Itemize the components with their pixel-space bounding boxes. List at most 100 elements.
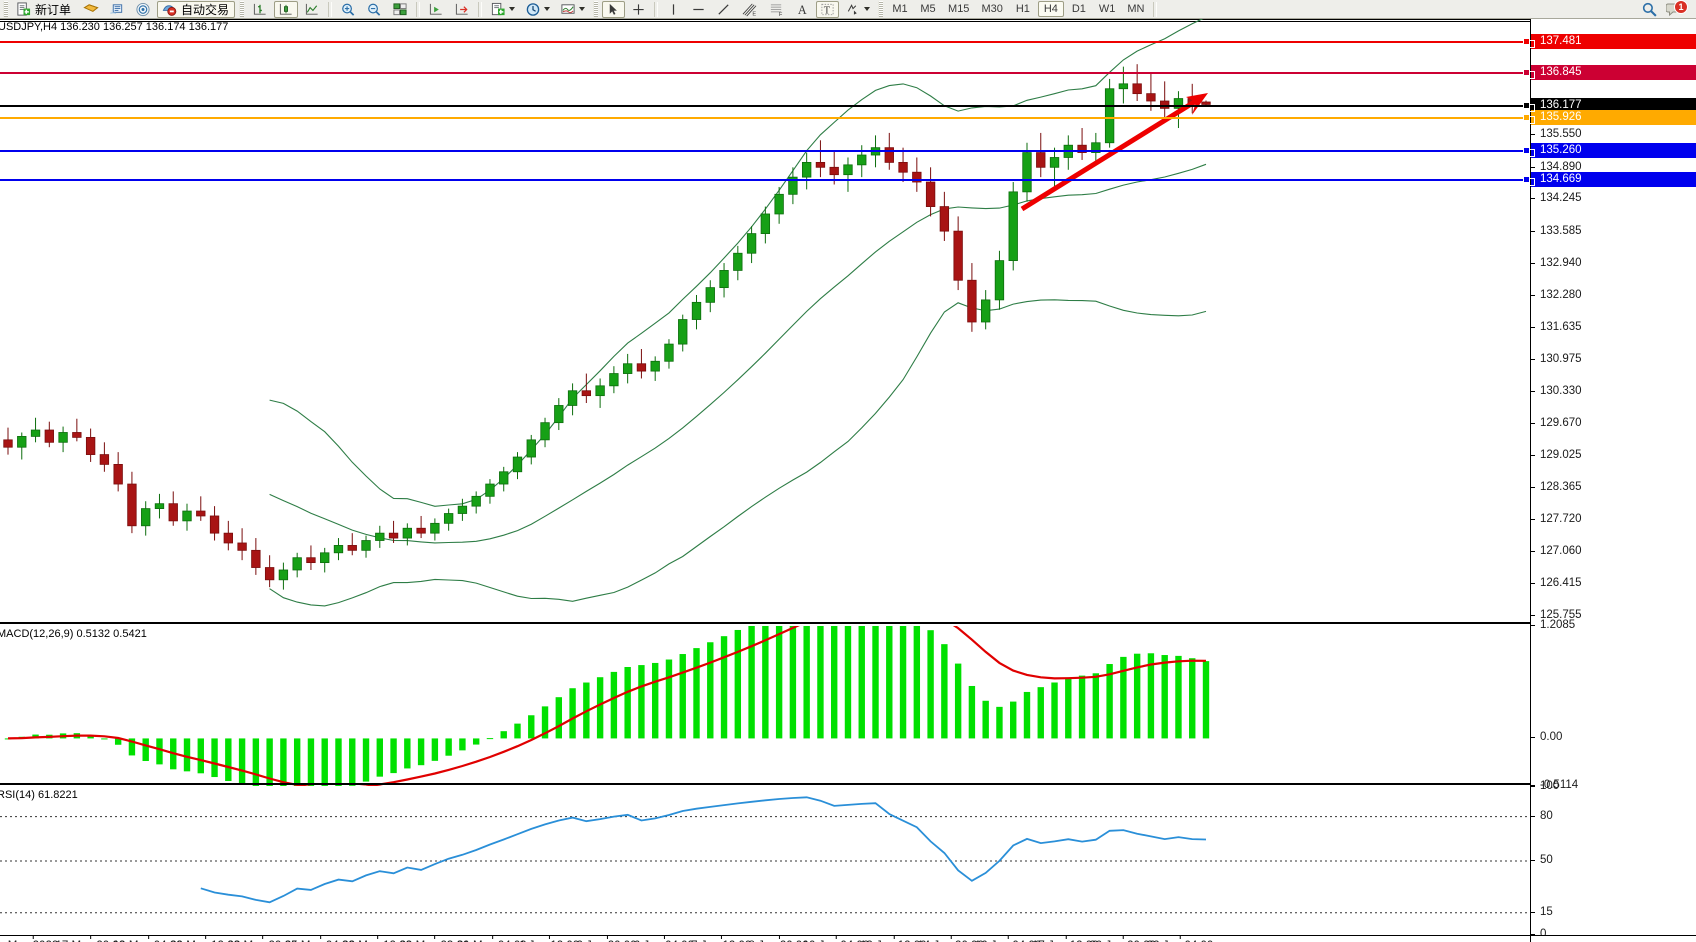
timeframe-m15-button[interactable]: M15 [948, 3, 970, 15]
time-axis-tick: 20 Jun 20:00 [1089, 935, 1156, 942]
toolbar-separator-1 [328, 1, 333, 17]
price-axis-tick: 125.755 [1531, 609, 1582, 621]
toolbar-grip-2[interactable] [239, 1, 245, 17]
horizontal-line-tool-button[interactable] [687, 1, 710, 18]
time-axis-tick: 26 May 12:00 [342, 935, 412, 942]
time-axis-tick: 7 Jun 12:00 [691, 935, 751, 942]
price-line-handle[interactable] [1523, 113, 1530, 121]
svg-text:F: F [779, 12, 783, 17]
search-icon[interactable] [1641, 1, 1658, 18]
time-axis[interactable]: May 202217 May 20:0019 May 04:0020 May 1… [0, 935, 1530, 942]
price-axis-chip-134.669[interactable]: 134.669 [1531, 171, 1696, 187]
arrows-tool-button[interactable] [841, 1, 874, 18]
timeframe-h4-button[interactable]: H4 [1037, 1, 1064, 17]
price-line-handle[interactable] [1523, 101, 1530, 109]
price-line-136.177[interactable] [0, 103, 1535, 112]
horizontal-line-icon [693, 8, 704, 10]
templates-button[interactable] [556, 1, 589, 18]
shift-end-button[interactable] [424, 1, 448, 18]
autotrading-button[interactable]: 自动交易 [157, 0, 236, 18]
equidistant-channel-tool-button[interactable]: E [737, 1, 762, 18]
trend-arrow-annotation [1020, 93, 1208, 212]
price-line-135.926[interactable] [0, 115, 1535, 124]
price-axis-chip-137.481[interactable]: 137.481 [1531, 33, 1696, 49]
price-line-handle[interactable] [1523, 68, 1530, 76]
toolbar-grip-3[interactable] [593, 1, 599, 17]
macd-pane[interactable] [0, 626, 1530, 786]
market-watch-button[interactable] [105, 1, 129, 18]
price-axis-tick: 129.670 [1531, 417, 1582, 429]
cursor-tool-button[interactable] [602, 0, 626, 18]
vertical-line-tool-button[interactable] [662, 1, 685, 18]
template-icon [561, 3, 575, 14]
rsi-axis-tick: 15 [1531, 906, 1553, 918]
macd-indicator-label: MACD(12,26,9) 0.5132 0.5421 [0, 628, 147, 640]
templates-caret-icon[interactable] [579, 7, 586, 11]
signals-button[interactable] [131, 1, 155, 18]
trendline-tool-button[interactable] [712, 1, 735, 18]
price-line-135.260[interactable] [0, 148, 1535, 157]
toolbar-grip-4[interactable] [878, 1, 884, 17]
line-chart-button[interactable] [300, 1, 324, 18]
price-axis[interactable]: 135.550 134.890 134.245 133.585 132.940 132.2… [1530, 19, 1696, 940]
rsi-axis-tick: 50 [1531, 854, 1553, 866]
text-tool-button[interactable]: A [791, 1, 814, 18]
price-line-handle[interactable] [1523, 175, 1530, 183]
fibonacci-tool-button[interactable]: F [764, 1, 789, 18]
axis-corner [1530, 935, 1696, 942]
zoom-out-button[interactable] [362, 1, 386, 18]
price-axis-tick: 128.365 [1531, 481, 1582, 493]
price-line-137.481[interactable] [0, 39, 1535, 48]
toolbar-separator-2 [416, 1, 421, 17]
line-chart-icon [305, 3, 318, 15]
macd-axis-tick: 0.00 [1531, 731, 1562, 743]
price-line-handle[interactable] [1523, 37, 1530, 45]
toolbar-separator-3 [478, 1, 483, 17]
rsi-pane[interactable] [0, 787, 1530, 935]
timeframe-w1-button[interactable]: W1 [1098, 3, 1116, 15]
zoom-in-button[interactable] [336, 1, 360, 18]
price-axis-tick: 127.720 [1531, 513, 1582, 525]
text-label-tool-button[interactable]: T [816, 0, 840, 18]
toolbar-grip[interactable] [3, 1, 8, 17]
timeframe-d1-button[interactable]: D1 [1071, 3, 1086, 15]
price-axis-chip-136.177[interactable]: 136.177 [1531, 97, 1696, 113]
timeframe-m1-button[interactable]: M1 [892, 3, 908, 15]
price-line-134.669[interactable] [0, 177, 1535, 186]
notifications-button[interactable]: 1 [1666, 0, 1688, 18]
rsi-axis-tick: 100 [1531, 780, 1559, 792]
price-axis-chip-136.845[interactable]: 136.845 [1531, 64, 1696, 80]
auto-scroll-button[interactable] [450, 1, 474, 18]
bollinger-middle [269, 163, 1207, 544]
time-axis-tick: 17 May 20:00 [56, 935, 125, 942]
timeframe-mn-button[interactable]: MN [1127, 3, 1145, 15]
crosshair-tool-button[interactable] [627, 1, 650, 18]
period-button[interactable] [521, 1, 554, 18]
expert-advisor-button[interactable] [79, 1, 103, 18]
candlestick-chart-button[interactable] [274, 0, 299, 18]
signal-radar-icon [136, 2, 150, 16]
period-caret-icon[interactable] [544, 7, 551, 11]
timeframe-m5-button[interactable]: M5 [920, 3, 936, 15]
timeframe-m30-button[interactable]: M30 [981, 3, 1003, 15]
bar-chart-icon [253, 3, 266, 15]
price-line-handle[interactable] [1523, 146, 1530, 154]
symbol-ohlc-label: USDJPY,H4 136.230 136.257 136.174 136.17… [0, 21, 229, 33]
new-order-button[interactable]: 新订单 [12, 1, 77, 18]
price-pane[interactable] [0, 19, 1530, 624]
price-line-136.845[interactable] [0, 70, 1535, 79]
svg-text:E: E [752, 11, 756, 16]
timeframe-h1-button[interactable]: H1 [1015, 3, 1030, 15]
price-axis-chip-135.260[interactable]: 135.260 [1531, 142, 1696, 158]
indicators-button[interactable] [486, 1, 519, 18]
chart-canvas-area[interactable]: USDJPY,H4 136.230 136.257 136.174 136.17… [0, 19, 1696, 942]
bar-chart-button[interactable] [248, 1, 272, 18]
tile-windows-button[interactable] [388, 1, 412, 18]
price-axis-chip-135.926[interactable]: 135.926 [1531, 109, 1696, 125]
indicators-caret-icon[interactable] [509, 7, 516, 11]
timeframe-group: M1 M5 M15 M30 H1 H4 D1 W1 MN [886, 1, 1150, 17]
indicators-icon [491, 2, 505, 15]
autotrading-icon [162, 4, 177, 16]
arrows-caret-icon[interactable] [864, 7, 871, 11]
